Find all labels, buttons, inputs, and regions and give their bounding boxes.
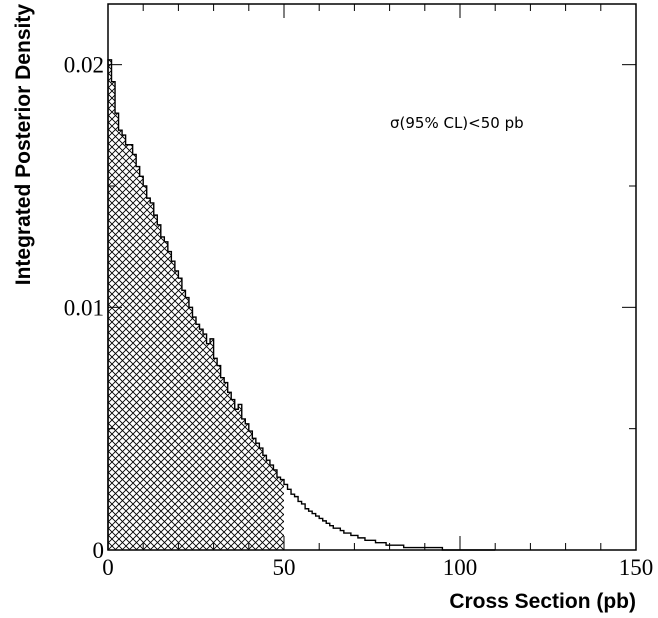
histogram-line: [107, 59, 496, 551]
x-tick-label: 100: [443, 555, 478, 580]
axis-ticks: [107, 4, 637, 551]
plot-frame: [107, 3, 637, 551]
tick-labels: 0 50 100 150 0 0.01 0.02: [64, 53, 654, 580]
cl-annotation: σ(95% CL)<50 pb: [390, 114, 524, 132]
histogram-series: [107, 59, 496, 551]
y-axis-title: Integrated Posterior Density: [12, 4, 35, 286]
x-tick-label: 0: [102, 555, 114, 580]
x-tick-label: 150: [619, 555, 654, 580]
x-tick-label: 50: [273, 555, 296, 580]
y-tick-label: 0.01: [64, 295, 104, 320]
y-tick-label: 0.02: [64, 53, 104, 78]
y-tick-label: 0: [93, 538, 105, 563]
credible-interval-shading: [108, 59, 284, 551]
shaded-region: [108, 59, 284, 551]
x-axis-title: Cross Section (pb): [449, 590, 636, 613]
